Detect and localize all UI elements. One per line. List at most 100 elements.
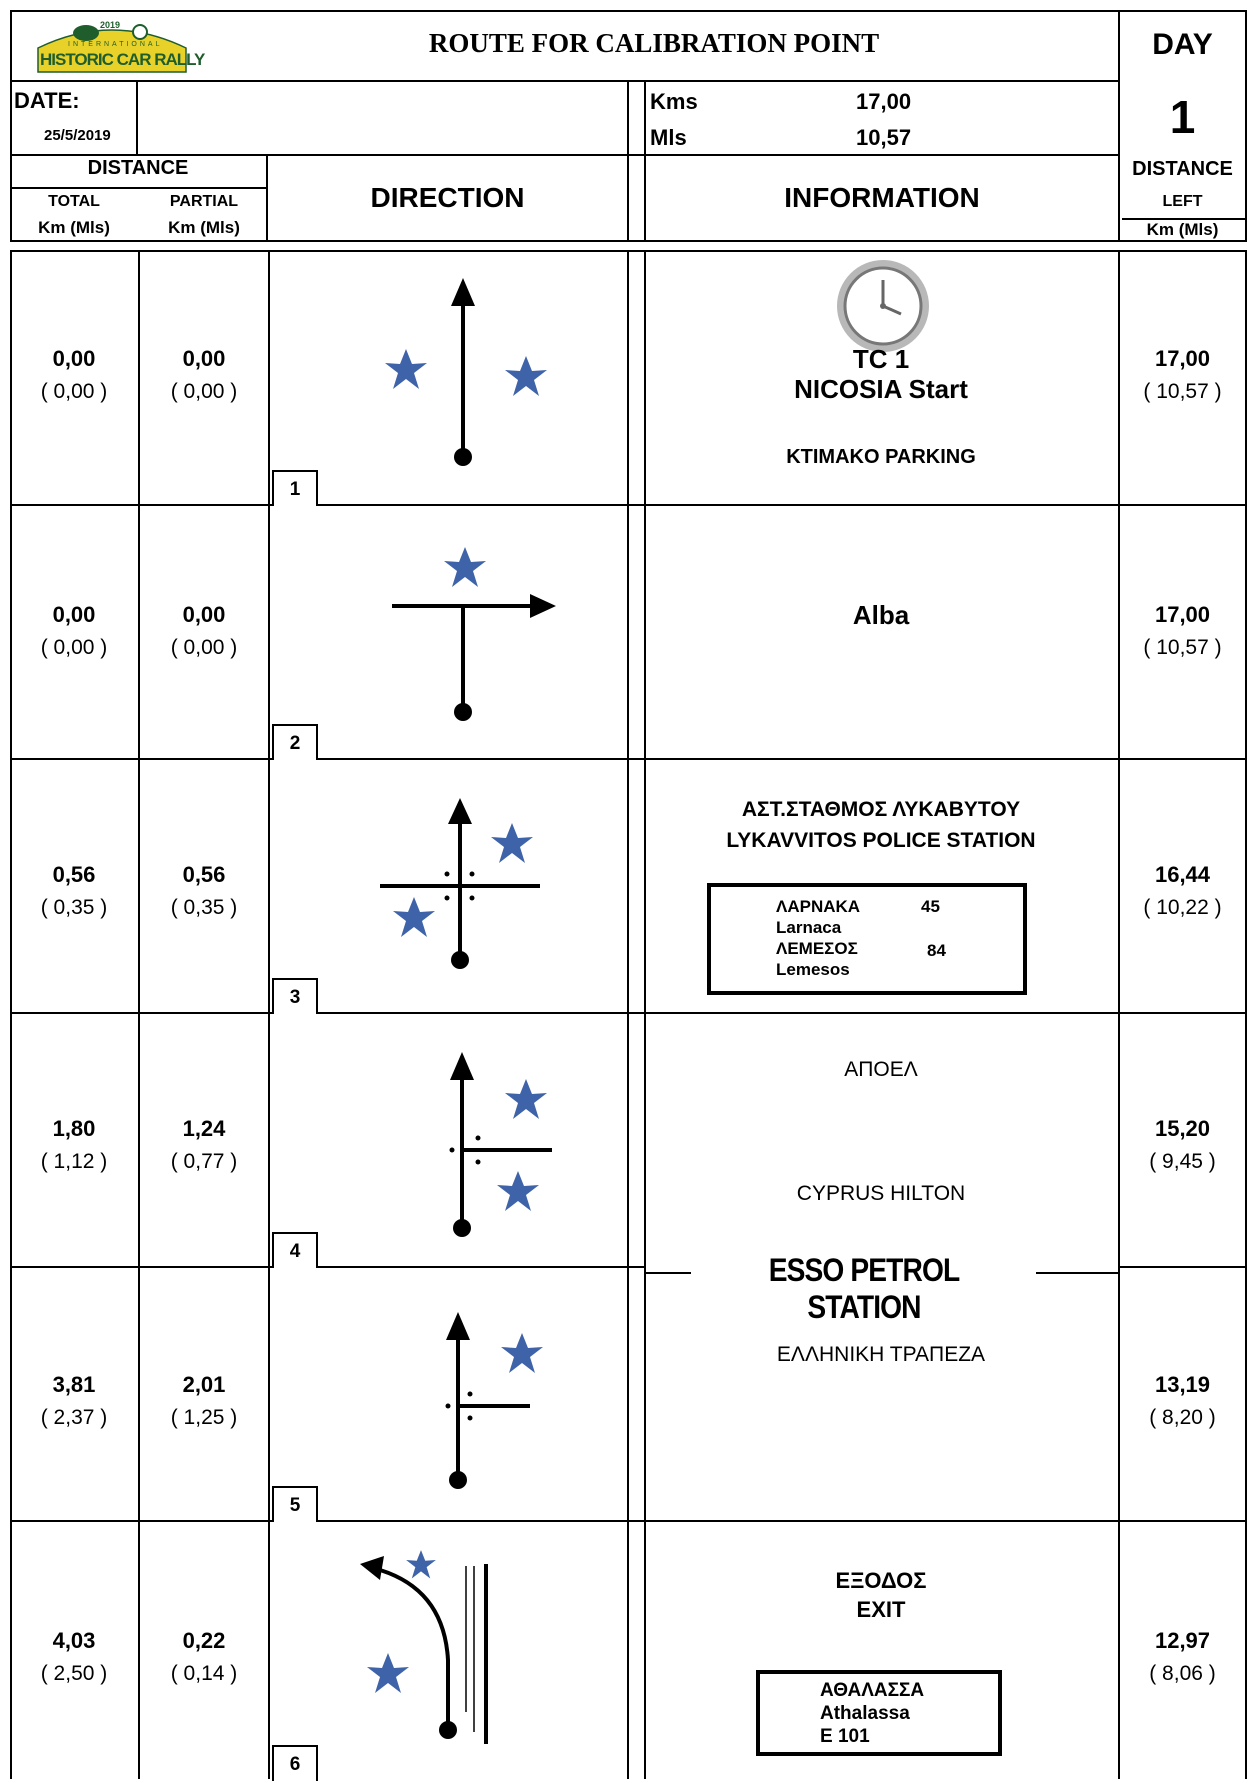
row1-left-mls: ( 10,57 ) <box>1143 380 1222 403</box>
star-icon <box>497 1171 539 1211</box>
row5-partial: 2,01 <box>182 1372 226 1397</box>
row4-partial: 1,24 <box>182 1116 226 1141</box>
sign-larnaka-km: 45 <box>921 897 940 916</box>
frame-left-header <box>10 10 12 242</box>
row-line-2 <box>10 758 1247 760</box>
partial-unit: Km (Mls) <box>168 218 240 237</box>
info-divider-b <box>644 82 646 242</box>
col-line-1 <box>138 250 140 1779</box>
day-value: 1 <box>1169 91 1196 143</box>
sign-athalassa: Athalassa <box>820 1703 910 1724</box>
kms-label: Kms <box>650 89 698 114</box>
row2-left: 17,00 <box>1154 602 1211 627</box>
row3-total-mls: ( 0,35 ) <box>40 896 108 919</box>
row5-left-mls: ( 8,20 ) <box>1149 1406 1216 1429</box>
row5-total: 3,81 <box>52 1372 96 1397</box>
row4-diagram <box>449 1052 552 1237</box>
col-line-5 <box>1118 250 1120 1779</box>
row4-left-mls: ( 9,45 ) <box>1149 1150 1216 1173</box>
row6-road-sign: ΑΘΑΛΑΣΣΑ Athalassa E 101 <box>756 1670 1002 1756</box>
row6-partial: 0,22 <box>182 1628 226 1653</box>
col-line-2 <box>268 250 270 1779</box>
row1-diagram <box>385 278 547 466</box>
col-line-6 <box>1245 250 1247 1779</box>
row6-exit: EXIT <box>856 1597 906 1622</box>
row1-total-mls: ( 0,00 ) <box>40 380 108 403</box>
col-line-3 <box>627 250 629 1779</box>
sign-lemesos-gr: ΛΕΜΕΣΟΣ <box>776 939 858 958</box>
row3-number: 3 <box>272 978 318 1014</box>
row3-line1: ΑΣΤ.ΣΤΑΘΜΟΣ ΛΥΚΑΒΥΤΟΥ <box>741 798 1021 821</box>
row1-number: 1 <box>272 470 318 506</box>
row1-start: NICOSIA Start <box>794 374 968 404</box>
row3-left: 16,44 <box>1154 862 1211 887</box>
logo-year: 2019 <box>100 20 121 30</box>
kms-value: 17,00 <box>856 89 912 114</box>
sign-athalassa-gr: ΑΘΑΛΑΣΣΑ <box>820 1680 925 1701</box>
row3-left-mls: ( 10,22 ) <box>1143 896 1222 919</box>
row4-total: 1,80 <box>52 1116 96 1141</box>
row5-left: 13,19 <box>1154 1372 1211 1397</box>
page-title: ROUTE FOR CALIBRATION POINT <box>428 28 880 58</box>
row1-total: 0,00 <box>52 346 96 371</box>
sign-road-number: E 101 <box>820 1726 870 1747</box>
row2-number: 2 <box>272 724 318 760</box>
star-icon <box>367 1653 409 1693</box>
distance-sub-line <box>10 187 266 189</box>
star-icon <box>444 547 486 587</box>
distance-heading: DISTANCE <box>87 157 189 179</box>
row4-partial-mls: ( 0,77 ) <box>170 1150 238 1173</box>
row6-left-mls: ( 8,06 ) <box>1149 1662 1216 1685</box>
sign-larnaka: ΛΑΡΝΑΚΑ <box>776 897 861 916</box>
frame-top <box>10 10 1247 12</box>
col-line-0 <box>10 250 12 1779</box>
row-line-4-left <box>10 1266 646 1268</box>
sign-larnaca: Larnaca <box>776 918 842 937</box>
row3-line2: LYKAVVITOS POLICE STATION <box>726 829 1036 852</box>
partial-heading: PARTIAL <box>169 193 239 210</box>
row2-info: Alba <box>852 600 910 630</box>
star-icon <box>505 1079 547 1119</box>
row1-partial: 0,00 <box>182 346 226 371</box>
row6-total: 4,03 <box>52 1628 96 1653</box>
col-line-4 <box>644 250 646 1779</box>
clock-icon <box>837 260 929 352</box>
row6-total-mls: ( 2,50 ) <box>40 1662 108 1685</box>
total-heading: TOTAL <box>48 193 100 210</box>
title-bottom-line <box>10 80 1120 82</box>
row4-total-mls: ( 1,12 ) <box>40 1150 108 1173</box>
row2-partial-mls: ( 0,00 ) <box>170 636 238 659</box>
distance-left-heading: DISTANCE <box>1132 158 1233 180</box>
row5-partial-mls: ( 1,25 ) <box>170 1406 238 1429</box>
row2-left-mls: ( 10,57 ) <box>1143 636 1222 659</box>
row2-total: 0,00 <box>52 602 96 627</box>
star-icon <box>491 823 533 863</box>
row5-diagram <box>445 1312 543 1489</box>
row3-diagram <box>380 798 540 969</box>
row6-diagram <box>360 1550 488 1744</box>
date-label: DATE: <box>14 88 80 113</box>
row4-top: ΑΠΟΕΛ <box>844 1058 918 1081</box>
row2-partial: 0,00 <box>182 602 226 627</box>
logo-small-text: INTERNATIONAL <box>68 41 163 48</box>
row6-partial-mls: ( 0,14 ) <box>170 1662 238 1685</box>
logo-text: HISTORIC CAR RALLY <box>40 50 205 69</box>
info-divider-a <box>627 82 629 242</box>
esso-label: ESSO PETROL STATION <box>768 1252 960 1325</box>
row4-bottom: CYPRUS HILTON <box>796 1182 966 1205</box>
row1-tc: TC 1 <box>852 344 910 374</box>
row1-partial-mls: ( 0,00 ) <box>170 380 238 403</box>
star-icon <box>505 356 547 396</box>
partial-direction-divider-hdr <box>266 154 268 242</box>
frame-right-header <box>1245 10 1247 242</box>
star-icon <box>385 349 427 389</box>
mls-label: Mls <box>650 125 687 150</box>
mls-value: 10,57 <box>856 125 912 150</box>
left-unit: Km (Mls) <box>1146 220 1219 239</box>
row3-partial: 0,56 <box>182 862 226 887</box>
row6-number: 6 <box>272 1745 318 1781</box>
left-unit-line <box>1122 218 1245 220</box>
row-line-5 <box>10 1520 1247 1522</box>
row3-total: 0,56 <box>52 862 96 887</box>
